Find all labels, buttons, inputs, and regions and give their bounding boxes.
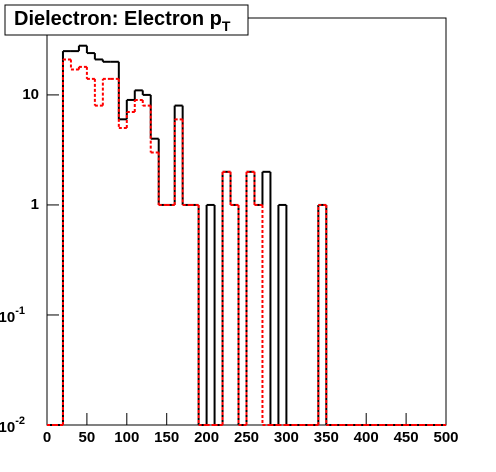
x-tick-label: 450 (394, 429, 419, 446)
x-tick-label: 150 (154, 429, 179, 446)
y-tick-label: 1 (31, 196, 39, 213)
y-tick-label: 10 (22, 86, 39, 103)
title-text: Dielectron: Electron p (14, 8, 222, 30)
x-tick-label: 50 (79, 429, 96, 446)
x-tick-label: 0 (43, 429, 51, 446)
y-tick-base: 10 (0, 419, 15, 436)
x-tick-label: 300 (274, 429, 299, 446)
x-tick-label: 400 (354, 429, 379, 446)
y-tick-label: 10-1 (0, 305, 25, 326)
y-tick-exponent: -2 (15, 415, 25, 427)
chart-title: Dielectron: Electron pT (14, 8, 231, 33)
x-tick-label: 350 (314, 429, 339, 446)
x-tick-label: 250 (234, 429, 259, 446)
x-tick-label: 100 (114, 429, 139, 446)
y-tick-base: 10 (0, 309, 15, 326)
y-tick-exponent: -1 (15, 305, 25, 317)
y-tick-label: 10-2 (0, 415, 25, 436)
title-subscript: T (222, 18, 231, 34)
title-box (4, 4, 249, 36)
x-tick-label: 500 (433, 429, 458, 446)
x-tick-label: 200 (194, 429, 219, 446)
